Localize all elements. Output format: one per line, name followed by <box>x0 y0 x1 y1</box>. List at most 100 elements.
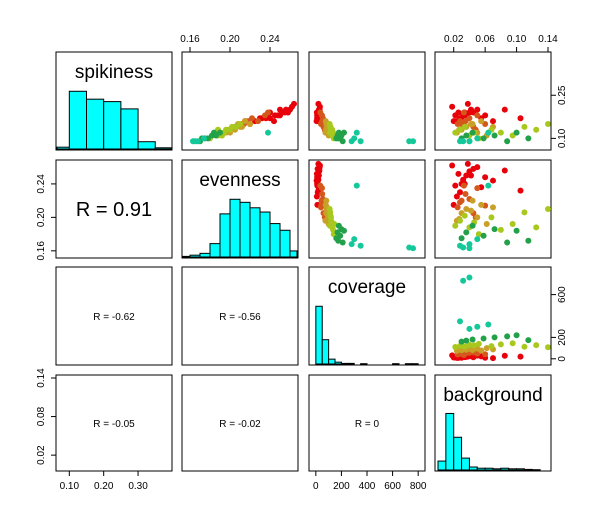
scatter-point <box>463 337 470 344</box>
scatter-point <box>329 126 336 133</box>
scatter-point <box>491 132 498 139</box>
left-axis-background: 0.02 0.08 0.14 <box>36 368 57 465</box>
scatter-point <box>509 221 516 228</box>
panel-frame <box>55 51 173 151</box>
left-axis-evenness: 0.16 0.20 0.24 <box>36 174 57 261</box>
scatter-point <box>482 174 489 181</box>
axis-tick-label: 0 <box>313 481 319 492</box>
panel-frame <box>308 159 426 259</box>
scatter-point <box>460 109 467 116</box>
scatter-point <box>255 118 261 125</box>
histogram-bar <box>321 339 330 365</box>
scatter-point <box>227 126 233 133</box>
scatter-point <box>351 236 358 243</box>
histogram-bar <box>56 146 70 150</box>
scatter-point <box>247 121 253 127</box>
scatter-point <box>469 222 476 229</box>
right-axis-spikiness: 0.10 0.25 <box>550 85 568 148</box>
correlation-label: R = -0.62 <box>93 312 135 323</box>
scatter-point <box>455 109 462 116</box>
panel-frame <box>181 51 299 151</box>
axis-tick-label: 600 <box>384 481 401 492</box>
panel-frame <box>55 266 173 366</box>
scatter-point <box>211 129 217 136</box>
scatter-point <box>291 100 297 107</box>
histogram-bar <box>484 467 494 471</box>
scatter-point <box>533 342 540 349</box>
scatter-point <box>463 229 470 236</box>
axis-tick-label: 0.06 <box>475 34 495 45</box>
histogram-bar <box>279 229 291 258</box>
scatter-point <box>337 232 344 239</box>
scatter-point <box>460 352 467 359</box>
scatter-point <box>525 135 532 142</box>
scatter-point <box>410 245 417 252</box>
scatter-point <box>474 112 481 119</box>
scatter-point <box>466 245 473 252</box>
histogram-bar <box>492 468 502 471</box>
scatter-point <box>474 135 481 142</box>
scatter-point <box>466 115 473 122</box>
scatter-point <box>452 129 459 136</box>
scatter-point <box>461 343 468 350</box>
scatter-point <box>353 182 360 189</box>
scatter-point <box>485 129 492 136</box>
scatter-point <box>485 182 492 189</box>
panel-spikiness-vs-spikiness: spikiness <box>55 51 173 151</box>
panel-coverage-vs-evenness: R = -0.56 <box>181 266 299 366</box>
scatter-point <box>513 129 520 136</box>
scatter-point <box>468 172 474 179</box>
panel-spikiness-vs-evenness <box>181 51 299 151</box>
scatter-point <box>488 343 495 350</box>
correlation-label: R = -0.05 <box>93 419 135 430</box>
scatter-point <box>525 237 532 244</box>
scatter-point <box>478 118 485 125</box>
scatter-point <box>480 335 487 342</box>
scatter-point <box>190 138 196 145</box>
histogram-bar <box>347 362 355 365</box>
scatter-point <box>461 212 468 219</box>
axis-tick-label: 0.08 <box>36 406 47 426</box>
scatter-point <box>317 109 324 116</box>
axis-tick-label: 0.24 <box>260 34 280 45</box>
scatter-point <box>501 106 508 113</box>
axis-tick-label: 400 <box>359 481 376 492</box>
histogram-bar <box>334 361 342 365</box>
scatter-point <box>464 100 471 107</box>
scatter-point <box>468 106 474 113</box>
scatter-point <box>466 138 473 145</box>
scatter-point <box>474 164 481 171</box>
scatter-point <box>271 118 277 125</box>
histogram-bar <box>189 254 201 258</box>
scatter-point <box>455 170 462 177</box>
histogram-bar <box>468 466 478 471</box>
axis-tick-label: 800 <box>410 481 427 492</box>
histogram-bar <box>229 198 241 258</box>
axis-tick-label: 0.02 <box>444 34 464 45</box>
scatter-point <box>457 126 463 133</box>
scatter-point <box>457 199 463 206</box>
panel-coverage-vs-coverage: coverage <box>308 266 426 366</box>
axis-tick-label: 0.16 <box>180 34 200 45</box>
scatter-point <box>466 341 473 348</box>
scatter-point <box>482 351 489 358</box>
scatter-point <box>461 123 468 130</box>
scatter-point <box>478 347 485 354</box>
scatter-point <box>335 135 342 142</box>
scatter-point <box>348 241 355 248</box>
scatter-point <box>497 341 504 348</box>
scatter-point <box>497 129 504 136</box>
axis-tick-label: 600 <box>557 286 568 303</box>
scatter-point <box>454 204 461 211</box>
scatter-point <box>521 123 528 130</box>
scatter-point <box>466 325 473 332</box>
axis-tick-label: 0.20 <box>220 34 240 45</box>
scatter-point <box>452 222 459 229</box>
scatter-point <box>452 182 459 189</box>
scatter-point <box>462 190 469 197</box>
panel-frame <box>181 266 299 366</box>
scatter-point <box>482 112 489 119</box>
histogram-bar <box>120 108 139 150</box>
scatter-point <box>525 337 532 344</box>
